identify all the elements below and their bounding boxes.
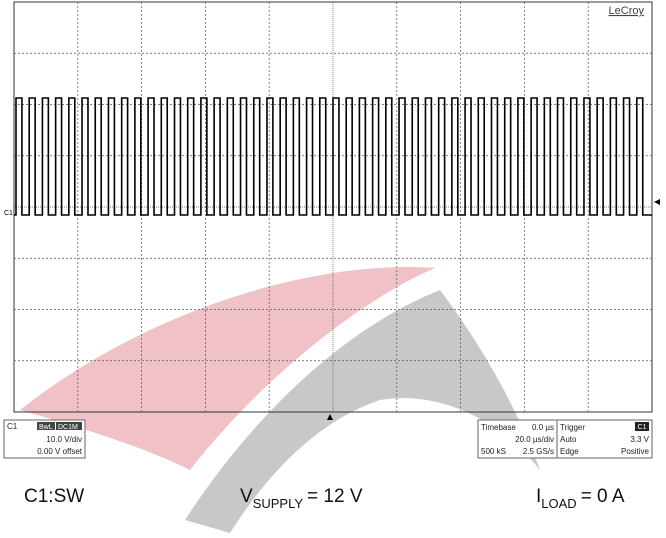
trigger-type: Edge xyxy=(560,447,579,456)
time-scale: 20.0 µs/div xyxy=(515,435,554,444)
trigger-mode: Auto xyxy=(560,435,577,444)
load-symbol: I xyxy=(536,486,541,507)
supply-sub: SUPPLY xyxy=(253,496,304,511)
trigger-slope: Positive xyxy=(621,447,650,456)
supply-symbol: V xyxy=(240,486,253,507)
coupling: DC1M xyxy=(58,424,78,431)
caption-channel: C1:SW xyxy=(24,486,84,507)
supply-value: = 12 V xyxy=(307,486,363,507)
v-offset: 0.00 V offset xyxy=(37,447,83,456)
channel-marker: C1 xyxy=(4,210,13,217)
rate: 2.5 GS/s xyxy=(523,447,554,456)
timebase-box: Timebase 0.0 µs 20.0 µs/div 500 kS 2.5 G… xyxy=(477,419,558,459)
channel-box: C1 BwL DC1M 10.0 V/div 0.00 V offset xyxy=(3,419,86,459)
samples: 500 kS xyxy=(481,447,506,456)
trigger-label: Trigger xyxy=(560,423,585,432)
timebase-label: Timebase xyxy=(481,423,516,432)
trigger-source: C1 xyxy=(638,424,647,431)
trigger-box: Trigger C1 Auto 3.3 V Edge Positive xyxy=(556,419,653,459)
load-value: = 0 A xyxy=(581,486,625,507)
delay: 0.0 µs xyxy=(532,423,554,432)
trigger-level: 3.3 V xyxy=(630,435,649,444)
bandwidth: BwL xyxy=(39,424,53,431)
caption-supply: VSUPPLY = 12 V xyxy=(240,486,363,511)
brand: LeCroy xyxy=(609,5,645,17)
waveform xyxy=(14,97,652,216)
v-scale: 10.0 V/div xyxy=(46,435,82,444)
load-sub: LOAD xyxy=(541,496,576,511)
trigger-marker xyxy=(654,199,660,205)
watermark xyxy=(20,267,540,533)
time-marker xyxy=(327,414,333,420)
channel: C1 xyxy=(7,422,18,431)
caption-load: ILOAD = 0 A xyxy=(536,486,625,511)
